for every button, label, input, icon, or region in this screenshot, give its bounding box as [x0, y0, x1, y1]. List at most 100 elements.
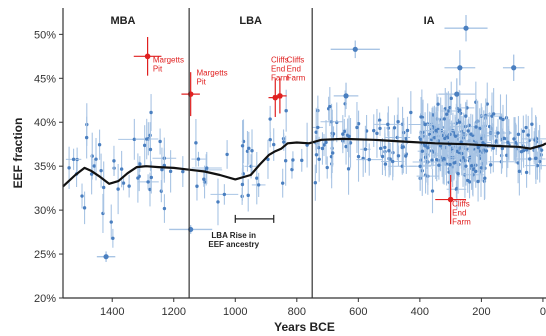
sample-point — [383, 145, 387, 150]
y-tick-label: 45% — [34, 73, 56, 85]
sample-point — [71, 157, 76, 162]
sample-point — [446, 109, 451, 113]
sample-point — [443, 136, 447, 141]
sample-point — [442, 156, 446, 161]
sample-point — [423, 122, 427, 127]
sample-point — [466, 129, 470, 133]
sample-point — [430, 158, 434, 162]
sample-point — [202, 177, 206, 181]
sample-point — [194, 141, 198, 145]
sample-point — [250, 149, 254, 153]
sample-point — [456, 172, 460, 176]
sample-point — [491, 112, 496, 116]
sample-point — [158, 139, 162, 144]
sample-point — [282, 140, 286, 144]
y-tick-label: 20% — [34, 293, 56, 305]
x-tick-label: 1400 — [100, 306, 124, 318]
x-tick-label: 800 — [288, 306, 306, 318]
sample-point — [530, 122, 534, 126]
sample-point — [476, 145, 480, 150]
sample-point — [356, 154, 361, 159]
sample-point — [121, 181, 126, 185]
sample-point — [372, 128, 376, 133]
period-label: IA — [424, 15, 435, 27]
highlight-point — [277, 93, 283, 99]
sample-point — [92, 164, 96, 168]
sample-point — [159, 189, 164, 193]
sample-point — [494, 139, 499, 143]
annotation-label: Farm — [271, 73, 290, 82]
sample-point — [272, 142, 276, 147]
trend-line-group — [62, 137, 546, 188]
sample-point — [344, 144, 348, 149]
sample-point — [409, 110, 413, 115]
sample-point — [539, 148, 544, 152]
sample-point — [485, 102, 489, 106]
outlier-point — [103, 254, 109, 260]
annotation-label: LBA Rise in — [211, 231, 256, 240]
annotation-label: Farm — [452, 218, 471, 227]
sample-point — [367, 157, 371, 162]
sample-point — [469, 132, 473, 136]
annotation-label: EEF ancestry — [208, 240, 259, 249]
sample-point — [519, 149, 524, 154]
sample-point — [430, 189, 435, 193]
sample-point — [363, 147, 368, 151]
sample-point — [255, 176, 259, 180]
sample-point — [291, 158, 295, 162]
sample-point — [149, 110, 153, 115]
sample-point — [97, 143, 102, 147]
sample-point — [521, 129, 526, 134]
sample-point — [419, 115, 423, 119]
annotation-label: Cliffs — [271, 55, 289, 64]
sample-point — [112, 159, 116, 163]
sample-point — [342, 129, 347, 134]
sample-point — [473, 169, 478, 174]
sample-point — [453, 134, 458, 138]
sample-point — [481, 148, 486, 152]
sample-point — [506, 140, 510, 145]
sample-point — [516, 132, 521, 137]
sample-point — [483, 176, 487, 180]
sample-point — [524, 125, 528, 130]
sample-point — [314, 130, 318, 134]
axes: 20% 25% 30% 35% 40% 45% 50% 1400 1200 1000 800 600 4… — [11, 8, 546, 334]
y-tick-label: 40% — [34, 117, 56, 129]
annotation-label: Cliffs — [452, 200, 470, 209]
trend-line — [62, 137, 546, 188]
sample-point — [449, 96, 453, 101]
sample-point — [148, 147, 153, 152]
sample-point — [331, 151, 335, 155]
sample-point — [181, 169, 185, 174]
x-tick-label: 200 — [472, 306, 490, 318]
sample-point — [484, 149, 489, 153]
sample-point — [444, 134, 449, 138]
y-tick-label: 35% — [34, 161, 56, 173]
sample-point — [498, 116, 503, 120]
annotation-label: Pit — [153, 64, 163, 73]
sample-point — [526, 133, 530, 137]
x-tick-label: 400 — [411, 306, 429, 318]
sample-point — [405, 128, 410, 133]
sample-point — [496, 131, 500, 135]
sample-point — [356, 122, 361, 126]
sample-point — [284, 108, 288, 113]
outlier-point — [463, 25, 469, 31]
sample-point — [418, 137, 423, 141]
sample-point — [316, 125, 320, 130]
sample-point — [196, 157, 201, 161]
y-axis-title: EEF fraction — [11, 118, 25, 189]
sample-point — [240, 182, 245, 187]
sample-point — [375, 131, 379, 136]
highlight-point — [144, 53, 151, 60]
sample-point — [90, 154, 94, 158]
period-label: LBA — [239, 15, 262, 27]
sample-point — [313, 181, 318, 185]
sample-point — [436, 102, 440, 106]
x-tick-label: 0 — [540, 306, 546, 318]
sample-point — [119, 167, 124, 171]
annotation-label: Margetts — [197, 69, 228, 78]
sample-point — [346, 167, 351, 171]
